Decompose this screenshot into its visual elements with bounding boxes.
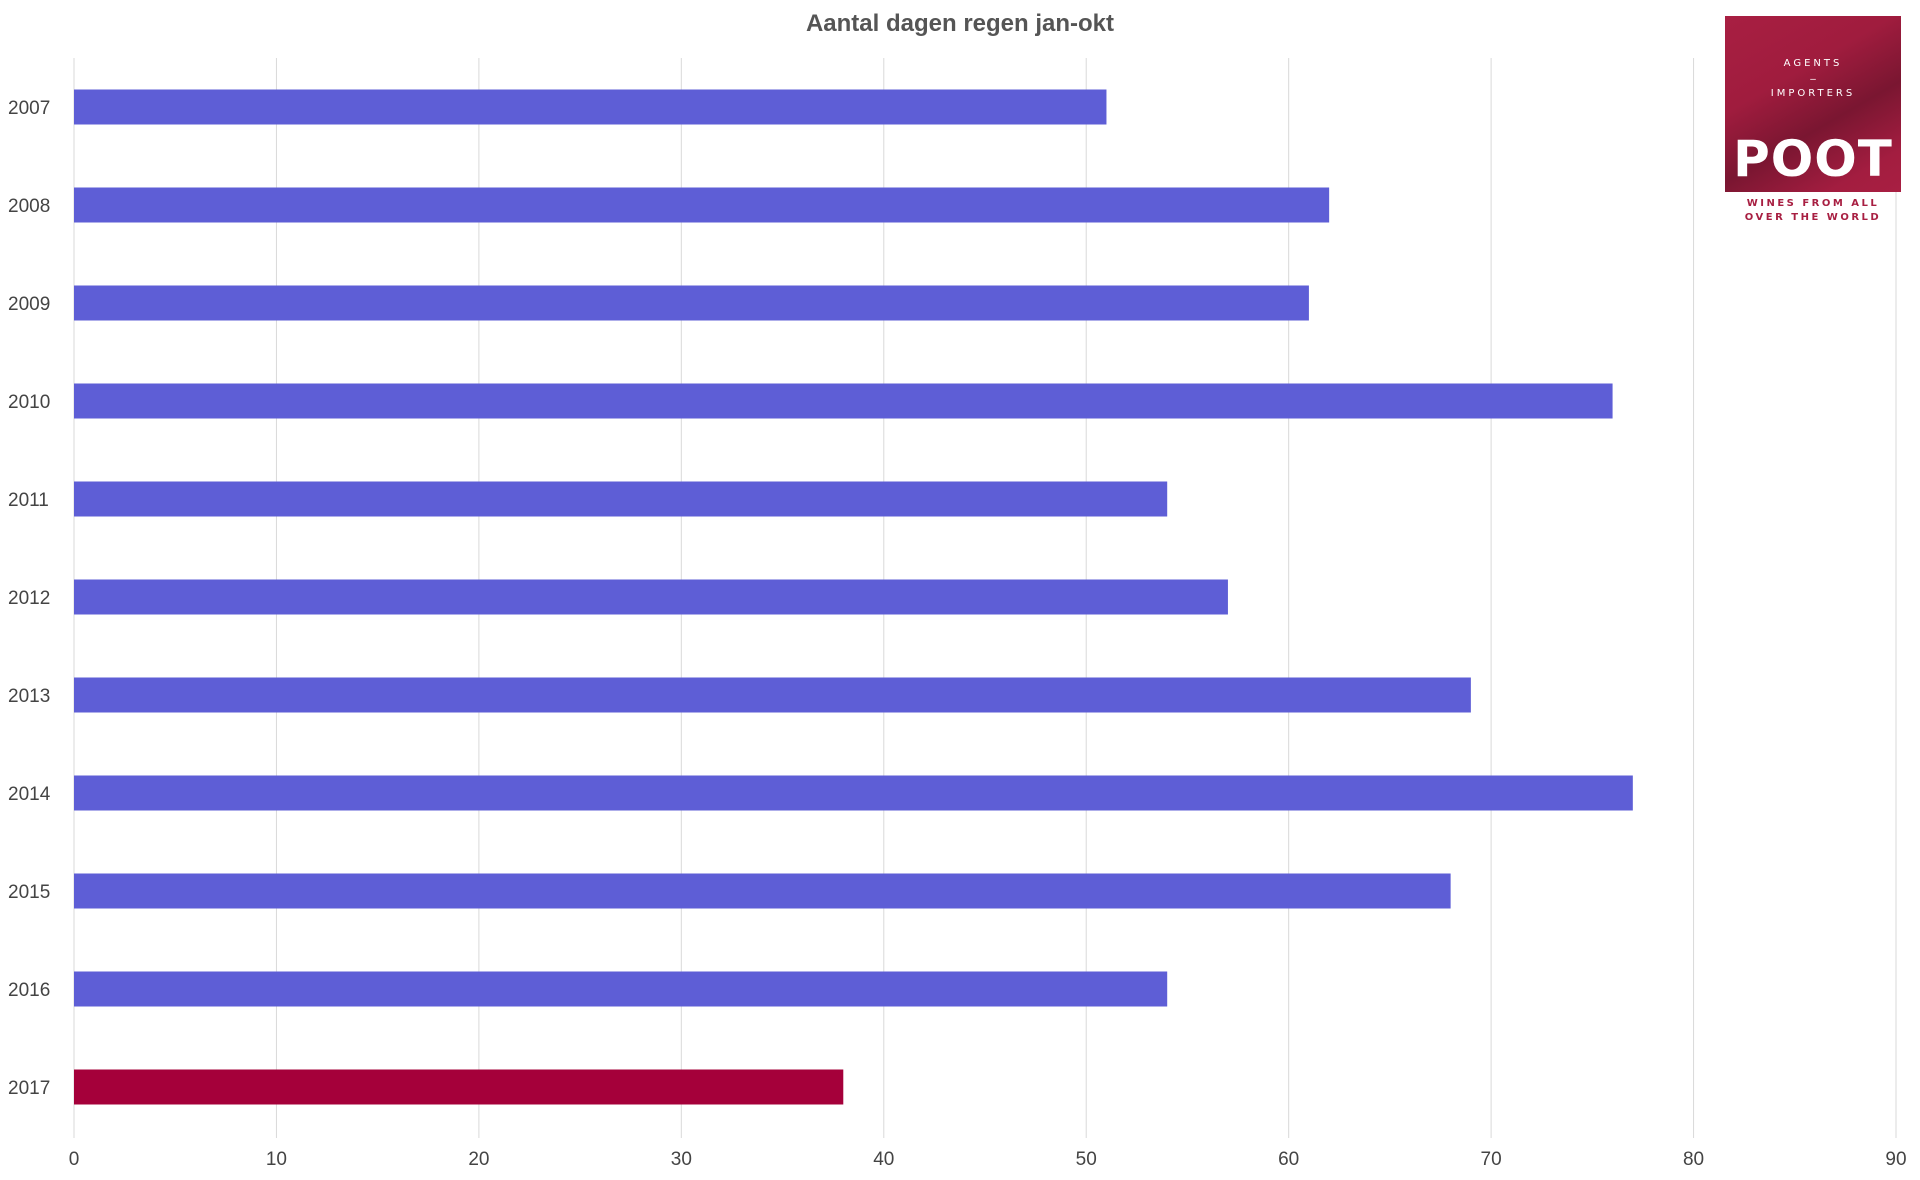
chart-title: Aantal dagen regen jan-okt (805, 10, 1115, 37)
bar-2017 (74, 1069, 844, 1105)
bar-2014 (74, 775, 1633, 811)
y-tick-label-2015: 2015 (8, 882, 50, 903)
logo-box: AGENTS – IMPORTERS POOT (1725, 16, 1901, 192)
y-tick-label-2013: 2013 (8, 686, 50, 707)
logo-line-importers: IMPORTERS (1770, 88, 1856, 99)
y-tick-label-2008: 2008 (8, 196, 50, 217)
logo-dash: – (1810, 74, 1816, 85)
bar-2012 (74, 579, 1228, 615)
x-tick-label: 50 (1076, 1149, 1097, 1170)
y-tick-label-2014: 2014 (8, 784, 51, 805)
x-tick-label: 70 (1481, 1149, 1502, 1170)
x-tick-label: 0 (69, 1149, 80, 1170)
bar-2010 (74, 383, 1613, 419)
y-tick-label-2007: 2007 (8, 98, 50, 119)
x-tick-label: 80 (1683, 1149, 1704, 1170)
bars (74, 89, 1633, 1105)
bar-2011 (74, 481, 1168, 517)
x-tick-label: 30 (671, 1149, 692, 1170)
y-tick-labels: 2007 2008 2009 2010 2011 2012 2013 2014 2015 2016… (8, 98, 51, 1099)
logo-wordmark: POOT (1733, 130, 1893, 188)
y-tick-label-2016: 2016 (8, 980, 50, 1001)
x-tick-label: 40 (873, 1149, 894, 1170)
x-tick-labels: 0 10 20 30 40 50 60 70 80 90 (69, 1149, 1907, 1170)
x-tick-label: 20 (468, 1149, 489, 1170)
y-tick-label-2017: 2017 (8, 1078, 50, 1099)
y-tick-label-2010: 2010 (8, 392, 50, 413)
x-tick-label: 60 (1278, 1149, 1299, 1170)
bar-2008 (74, 187, 1330, 223)
x-tick-label: 10 (266, 1149, 287, 1170)
y-tick-label-2012: 2012 (8, 588, 50, 609)
x-tick-label: 90 (1885, 1149, 1906, 1170)
logo-tagline-1: WINES FROM ALL (1746, 198, 1880, 209)
bar-2009 (74, 285, 1309, 321)
y-tick-label-2009: 2009 (8, 294, 50, 315)
poot-logo: AGENTS – IMPORTERS POOT WINES FROM ALL O… (1725, 16, 1901, 223)
y-tick-label-2011: 2011 (8, 490, 49, 511)
bar-2007 (74, 89, 1107, 125)
bar-2013 (74, 677, 1471, 713)
bar-2016 (74, 971, 1168, 1007)
logo-line-agents: AGENTS (1783, 58, 1843, 69)
logo-tagline-2: OVER THE WORLD (1744, 212, 1882, 223)
bar-2015 (74, 873, 1451, 909)
